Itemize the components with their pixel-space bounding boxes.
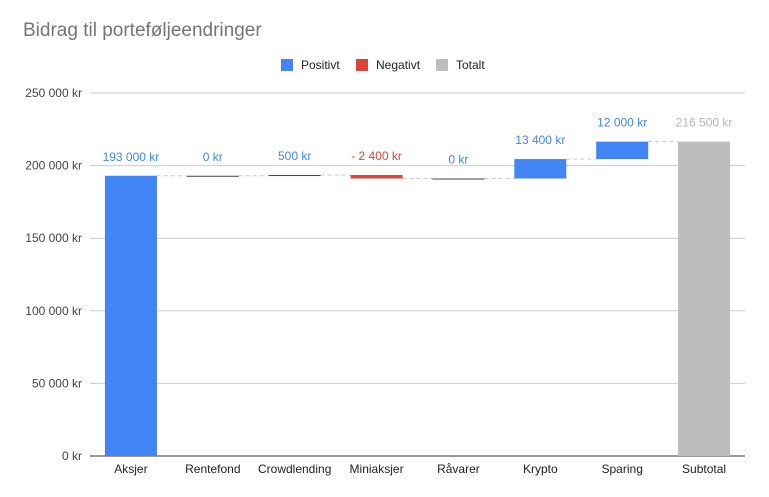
data-label: 13 400 kr: [515, 133, 565, 147]
gridlines: [90, 92, 745, 457]
data-label: 0 kr: [448, 153, 468, 167]
legend-swatch-negative: [356, 59, 368, 71]
x-tick-label: Aksjer: [114, 462, 147, 476]
x-tick-label: Crowdlending: [258, 462, 331, 476]
legend-label-total: Totalt: [456, 58, 485, 72]
legend-swatch-positive: [281, 59, 293, 71]
y-axis: 0 kr 50 000 kr 100 000 kr 150 000 kr 200 000…: [25, 86, 82, 463]
bar-miniaksjer: [350, 175, 403, 179]
x-tick-label: Råvarer: [437, 462, 480, 476]
y-tick-label: 100 000 kr: [25, 304, 82, 318]
y-tick-label: 200 000 kr: [25, 159, 82, 173]
bar-aksjer: [104, 175, 157, 456]
bar-subtotal: [678, 141, 731, 456]
x-tick-label: Krypto: [523, 462, 558, 476]
data-label: 12 000 kr: [597, 116, 647, 130]
chart-title: Bidrag til porteføljeendringer: [23, 20, 262, 41]
bar-crowdlending: [268, 175, 321, 177]
x-axis: Aksjer Rentefond Crowdlending Miniaksjer Råv…: [114, 462, 726, 476]
legend-label-negative: Negativt: [376, 58, 421, 72]
x-tick-label: Sparing: [602, 462, 643, 476]
y-tick-label: 0 kr: [62, 449, 82, 463]
data-label: 216 500 kr: [676, 116, 733, 130]
bars: [104, 141, 731, 456]
connector-lines: [156, 141, 679, 180]
x-tick-label: Rentefond: [185, 462, 240, 476]
y-tick-label: 250 000 kr: [25, 86, 82, 100]
data-label: 500 kr: [278, 149, 311, 163]
x-tick-label: Miniaksjer: [350, 462, 404, 476]
data-label: 0 kr: [203, 150, 223, 164]
y-tick-label: 50 000 kr: [32, 376, 82, 390]
data-label: - 2 400 kr: [351, 149, 402, 163]
legend-label-positive: Positivt: [301, 58, 340, 72]
data-labels: 193 000 kr 0 kr 500 kr - 2 400 kr 0 kr 13 400…: [103, 116, 733, 167]
y-tick-label: 150 000 kr: [25, 231, 82, 245]
x-tick-label: Subtotal: [682, 462, 726, 476]
legend-swatch-total: [436, 59, 448, 71]
bar-råvarer: [432, 178, 485, 180]
data-label: 193 000 kr: [103, 150, 160, 164]
bar-sparing: [596, 141, 649, 160]
bar-krypto: [514, 159, 567, 179]
bar-rentefond: [186, 175, 239, 177]
legend: Positivt Negativt Totalt: [281, 58, 485, 72]
